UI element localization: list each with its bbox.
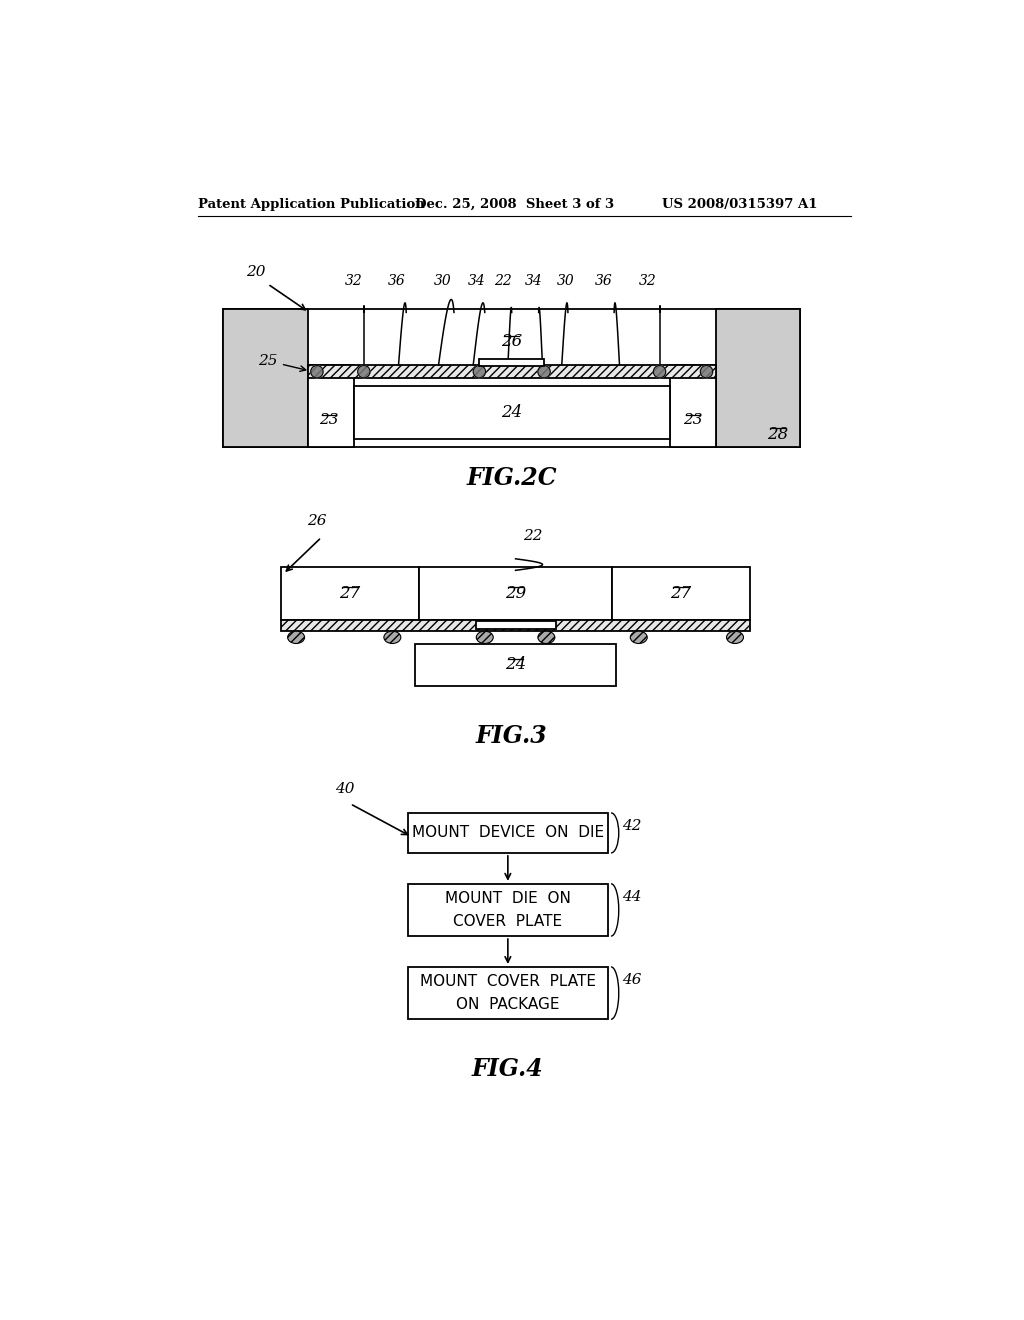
Text: FIG.2C: FIG.2C [467, 466, 557, 490]
Text: MOUNT  DIE  ON
COVER  PLATE: MOUNT DIE ON COVER PLATE [444, 891, 570, 928]
Circle shape [653, 366, 666, 378]
Text: 30: 30 [557, 273, 574, 288]
Bar [307, 364, 354, 447]
Bar [281, 620, 751, 631]
Circle shape [538, 366, 550, 378]
Text: 29: 29 [505, 585, 526, 602]
Text: 23: 23 [319, 413, 339, 428]
Bar [408, 813, 608, 853]
Bar [670, 364, 716, 447]
Text: 42: 42 [622, 818, 641, 833]
Ellipse shape [538, 631, 555, 644]
Text: 36: 36 [595, 273, 613, 288]
Text: 28: 28 [767, 425, 788, 442]
Text: 22: 22 [523, 529, 543, 544]
Bar [307, 364, 716, 378]
Circle shape [310, 366, 323, 378]
Text: 27: 27 [671, 585, 692, 602]
Ellipse shape [727, 631, 743, 644]
Bar [475, 622, 556, 628]
Text: MOUNT  COVER  PLATE
ON  PACKAGE: MOUNT COVER PLATE ON PACKAGE [420, 974, 596, 1011]
Text: 36: 36 [387, 273, 406, 288]
Circle shape [357, 366, 370, 378]
Bar [408, 884, 608, 936]
Text: 44: 44 [622, 890, 641, 904]
Text: Dec. 25, 2008  Sheet 3 of 3: Dec. 25, 2008 Sheet 3 of 3 [416, 198, 614, 211]
Text: US 2008/0315397 A1: US 2008/0315397 A1 [662, 198, 817, 211]
Text: 34: 34 [525, 273, 543, 288]
Ellipse shape [384, 631, 400, 644]
Ellipse shape [288, 631, 304, 644]
Text: 25: 25 [258, 354, 278, 368]
Bar [281, 566, 419, 620]
Text: FIG.4: FIG.4 [472, 1057, 544, 1081]
Bar [354, 385, 670, 440]
Text: 34: 34 [468, 273, 486, 288]
Text: 32: 32 [639, 273, 656, 288]
Text: 23: 23 [683, 413, 702, 428]
Text: MOUNT  DEVICE  ON  DIE: MOUNT DEVICE ON DIE [412, 825, 604, 841]
Bar [223, 309, 307, 447]
Bar [419, 566, 611, 620]
Text: 24: 24 [505, 656, 526, 673]
Text: 24: 24 [501, 404, 522, 421]
Text: 26: 26 [501, 333, 522, 350]
Text: FIG.3: FIG.3 [476, 723, 548, 748]
Bar [716, 309, 801, 447]
Ellipse shape [476, 631, 494, 644]
Text: 20: 20 [247, 265, 266, 280]
Text: 30: 30 [433, 273, 452, 288]
Text: 26: 26 [307, 513, 327, 528]
Bar [223, 309, 801, 447]
Text: 22: 22 [495, 273, 512, 288]
Text: Patent Application Publication: Patent Application Publication [199, 198, 425, 211]
Bar [416, 644, 615, 686]
Bar [611, 566, 751, 620]
Text: 46: 46 [622, 973, 641, 987]
Ellipse shape [631, 631, 647, 644]
Text: 32: 32 [345, 273, 362, 288]
Circle shape [473, 366, 485, 378]
Bar [408, 966, 608, 1019]
Bar [479, 359, 544, 367]
Circle shape [700, 366, 713, 378]
Text: 27: 27 [339, 585, 360, 602]
Text: 40: 40 [335, 781, 354, 796]
